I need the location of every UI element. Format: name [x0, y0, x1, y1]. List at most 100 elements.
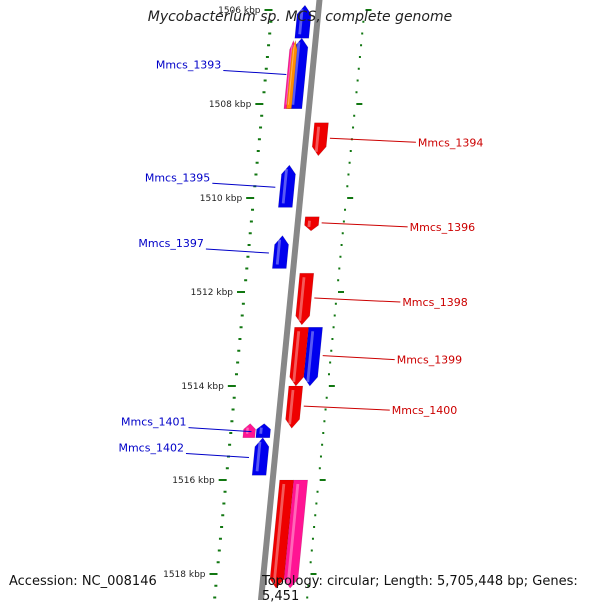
- outer-tick: [347, 197, 354, 199]
- major-tick: [246, 197, 255, 199]
- major-tick: [264, 9, 273, 11]
- label-leader: [212, 182, 276, 188]
- minor-tick: [257, 138, 261, 141]
- minor-tick: [251, 208, 255, 211]
- outer-tick: [327, 373, 330, 376]
- outer-tick: [357, 67, 360, 70]
- gene-arrow-4: [311, 122, 329, 157]
- gene-highlight-4: [314, 126, 321, 152]
- label-leader: [223, 69, 287, 75]
- outer-tick: [358, 56, 361, 58]
- gene-highlight-5: [281, 168, 288, 204]
- minor-tick: [236, 361, 240, 364]
- accession-text: Accession: NC_008146: [9, 574, 157, 589]
- outer-tick: [361, 32, 364, 35]
- gene-highlight-3: [287, 44, 295, 105]
- gene-highlight-0: [298, 9, 304, 35]
- gene-highlight-12: [259, 427, 263, 434]
- outer-tick: [355, 91, 358, 94]
- minor-tick: [225, 467, 229, 470]
- outer-tick: [323, 420, 326, 423]
- kbp-label: 1512 kbp: [191, 288, 234, 298]
- minor-tick: [238, 338, 242, 340]
- outer-tick: [329, 361, 332, 364]
- outer-tick: [338, 291, 345, 293]
- outer-tick: [332, 326, 335, 329]
- outer-tick: [356, 79, 359, 82]
- minor-tick: [263, 79, 267, 82]
- outer-tick: [348, 161, 351, 164]
- gene-label: Mmcs_1399: [397, 354, 462, 367]
- outer-tick: [325, 396, 328, 399]
- minor-tick: [249, 220, 253, 223]
- outer-tick: [321, 443, 324, 446]
- outer-tick: [319, 455, 322, 458]
- gene-label: Mmcs_1395: [145, 171, 210, 184]
- gene-arrow-7: [271, 235, 289, 269]
- outer-tick: [324, 408, 327, 411]
- minor-tick: [237, 349, 241, 352]
- outer-tick: [352, 126, 355, 129]
- label-leader: [185, 453, 249, 458]
- major-tick: [255, 103, 264, 105]
- gene-highlight-6: [307, 220, 311, 228]
- gene-highlight-13: [245, 427, 249, 434]
- minor-tick: [255, 161, 259, 164]
- minor-tick: [254, 173, 258, 176]
- outer-tick: [346, 185, 349, 188]
- gene-arrow-11: [285, 385, 304, 429]
- gene-labels: Mmcs_1393 Mmcs_1394 Mmcs_1395 Mmcs_1396 Mmcs…: [118, 58, 483, 458]
- minor-tick: [247, 244, 251, 246]
- outer-tick: [356, 103, 363, 105]
- outer-tick: [337, 279, 340, 282]
- gene-label: Mmcs_1393: [156, 58, 221, 71]
- gene-highlight-1: [291, 42, 301, 105]
- gene-label: Mmcs_1401: [121, 416, 186, 429]
- gene-label: Mmcs_1396: [410, 221, 475, 234]
- minor-tick: [240, 314, 244, 317]
- outer-tick: [347, 173, 350, 176]
- gene-arrow-6: [304, 216, 320, 232]
- minor-tick: [223, 490, 227, 493]
- gene-highlight-15: [272, 483, 286, 585]
- kbp-ruler: 1506 kbp 1508 kbp 1510 kbp 1512 kbp 1514 kbp…: [163, 6, 273, 599]
- outer-tick: [360, 44, 363, 47]
- kbp-label: 1508 kbp: [209, 100, 252, 110]
- minor-tick: [222, 502, 226, 505]
- gene-label: Mmcs_1394: [418, 136, 483, 149]
- minor-tick: [260, 114, 264, 117]
- minor-tick: [267, 44, 271, 47]
- gene-arrow-15: [269, 479, 295, 589]
- label-leader: [314, 297, 401, 303]
- gene-label: Mmcs_1398: [402, 296, 467, 309]
- minor-tick: [239, 326, 243, 329]
- minor-tick: [230, 420, 234, 423]
- gene-features: [242, 4, 329, 589]
- minor-tick: [229, 432, 233, 434]
- outer-tick: [315, 502, 318, 505]
- gene-label: Mmcs_1400: [392, 404, 457, 417]
- minor-tick: [216, 561, 220, 564]
- outer-tick: [313, 526, 316, 528]
- outer-tick: [311, 537, 314, 540]
- outer-tick: [319, 479, 326, 481]
- kbp-label: 1506 kbp: [218, 6, 261, 16]
- gene-highlight-11: [288, 389, 295, 425]
- outer-tick: [334, 302, 337, 305]
- minor-tick: [218, 537, 222, 540]
- minor-tick: [213, 596, 217, 599]
- outer-tick: [331, 338, 334, 340]
- label-leader: [329, 137, 416, 143]
- label-leader: [188, 427, 252, 433]
- gene-arrow-12: [255, 423, 271, 439]
- gene-highlight-14: [255, 441, 262, 472]
- outer-tick: [310, 549, 313, 552]
- outer-tick: [349, 150, 352, 152]
- outer-tick: [362, 20, 365, 23]
- minor-tick: [244, 279, 248, 282]
- minor-tick: [214, 584, 218, 587]
- minor-tick: [262, 91, 266, 94]
- minor-tick: [269, 20, 273, 23]
- outer-tick-dots: [306, 9, 372, 599]
- outer-tick: [306, 596, 309, 599]
